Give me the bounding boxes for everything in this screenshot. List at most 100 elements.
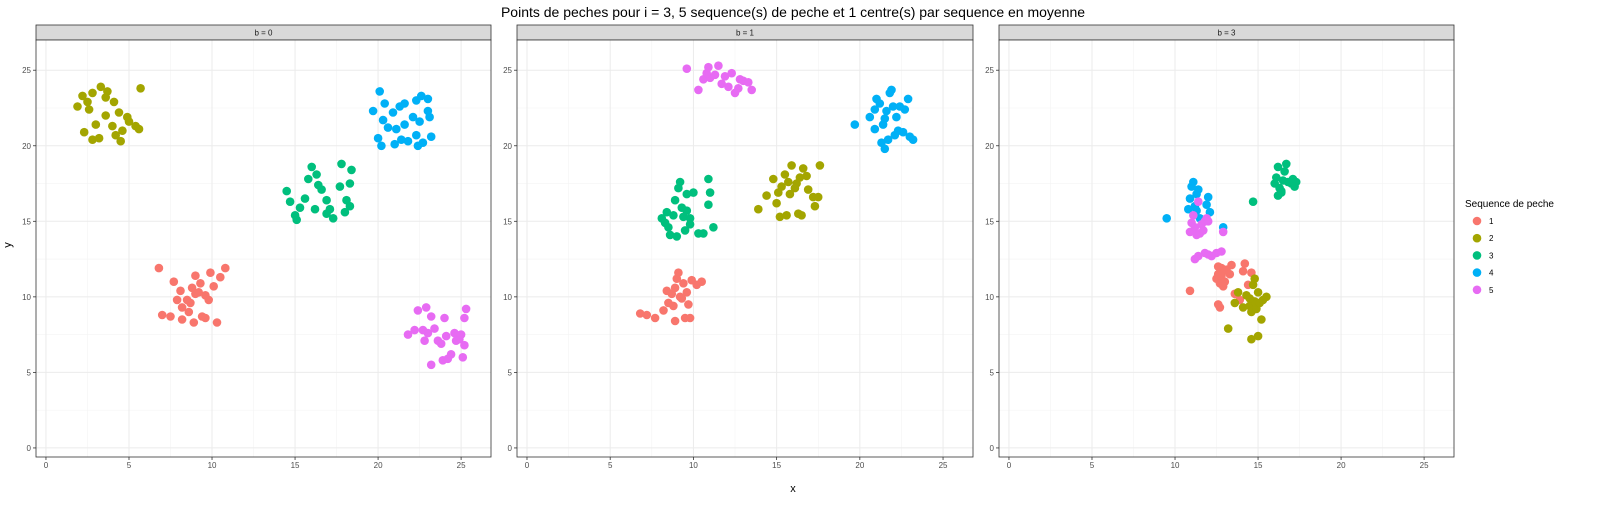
legend: Sequence de peche 1 2 3 4 5 <box>1465 199 1554 295</box>
data-point <box>116 136 125 146</box>
data-point <box>1199 226 1208 235</box>
data-point <box>815 161 825 170</box>
data-point <box>720 72 730 81</box>
data-point <box>390 139 400 149</box>
data-point <box>774 188 783 197</box>
data-point <box>659 306 668 315</box>
data-point <box>802 171 811 181</box>
data-point <box>705 188 715 197</box>
data-point <box>136 84 145 93</box>
data-point <box>1213 262 1223 271</box>
data-point <box>704 174 713 184</box>
data-point <box>154 263 164 273</box>
data-point <box>1240 259 1250 268</box>
panel-background <box>36 40 491 457</box>
data-point <box>415 117 424 126</box>
data-point <box>903 94 913 104</box>
data-point <box>1253 288 1263 297</box>
data-point <box>685 214 695 223</box>
legend-item: 2 <box>1472 233 1494 243</box>
series-5 <box>1185 197 1228 264</box>
data-point <box>375 87 385 96</box>
y-tick-label: 20 <box>22 142 31 151</box>
data-point <box>1262 292 1271 302</box>
data-point <box>1218 282 1228 291</box>
series-5 <box>682 61 756 98</box>
data-point <box>670 195 680 205</box>
y-tick-label: 5 <box>990 368 995 377</box>
x-tick-label: 0 <box>44 461 49 470</box>
chart-title: Points de peches pour i = 3, 5 sequence(… <box>501 4 1085 20</box>
data-point <box>314 180 323 190</box>
data-point <box>111 130 120 140</box>
data-point <box>675 177 685 187</box>
data-point <box>426 312 436 321</box>
y-tick-label: 10 <box>22 293 31 302</box>
y-tick-label: 15 <box>22 217 31 226</box>
data-point <box>762 191 771 200</box>
data-point <box>84 105 94 114</box>
data-point <box>460 313 469 323</box>
data-point <box>458 353 468 362</box>
legend-key <box>1472 268 1482 277</box>
data-point <box>865 112 875 122</box>
series-5 <box>403 303 471 370</box>
data-point <box>91 120 101 129</box>
panel-border <box>998 39 1455 458</box>
legend-key <box>1472 285 1482 295</box>
data-point <box>810 201 820 211</box>
x-tick-label: 20 <box>1337 461 1346 470</box>
data-point <box>400 120 409 129</box>
series-2 <box>754 161 825 222</box>
data-point <box>1203 217 1213 226</box>
data-point <box>88 135 97 144</box>
legend-item: 3 <box>1472 251 1494 260</box>
x-tick-label: 5 <box>608 461 613 470</box>
data-point <box>787 161 796 170</box>
data-point <box>412 130 421 140</box>
data-point <box>1245 294 1254 303</box>
x-tick-label: 15 <box>1254 461 1263 470</box>
data-point <box>347 165 356 175</box>
data-point <box>191 289 200 299</box>
data-point <box>118 126 127 135</box>
data-point <box>714 61 723 70</box>
legend-label: 3 <box>1489 251 1494 260</box>
data-point <box>769 174 778 184</box>
legend-label: 4 <box>1489 269 1494 278</box>
data-point <box>443 354 453 364</box>
facet-strip-label: b = 1 <box>736 29 755 38</box>
data-point <box>380 99 390 108</box>
facet-strip-label: b = 3 <box>1217 29 1236 38</box>
data-point <box>83 97 92 107</box>
data-point <box>710 70 720 80</box>
data-point <box>322 195 331 205</box>
data-point <box>114 108 124 117</box>
panel-background <box>999 40 1454 457</box>
x-axis-title: x <box>790 483 796 495</box>
y-tick-label: 0 <box>508 444 513 453</box>
data-point <box>1189 177 1198 187</box>
data-point <box>328 214 338 223</box>
legend-label: 5 <box>1489 286 1494 295</box>
x-tick-label: 15 <box>291 461 300 470</box>
data-point <box>775 212 785 222</box>
data-point <box>172 295 182 305</box>
data-point <box>734 84 743 93</box>
data-point <box>461 304 471 314</box>
x-tick-label: 10 <box>1171 461 1180 470</box>
data-point <box>709 223 718 232</box>
data-point <box>418 325 428 335</box>
data-point <box>790 183 800 193</box>
data-point <box>423 106 433 116</box>
data-point <box>1185 286 1195 296</box>
y-tick-label: 25 <box>503 66 512 75</box>
data-point <box>197 312 207 321</box>
data-point <box>300 194 310 203</box>
data-point <box>96 82 106 92</box>
data-point <box>689 188 698 197</box>
data-point <box>335 182 345 191</box>
data-point <box>206 268 215 278</box>
data-point <box>196 279 205 288</box>
data-point <box>1217 247 1226 256</box>
